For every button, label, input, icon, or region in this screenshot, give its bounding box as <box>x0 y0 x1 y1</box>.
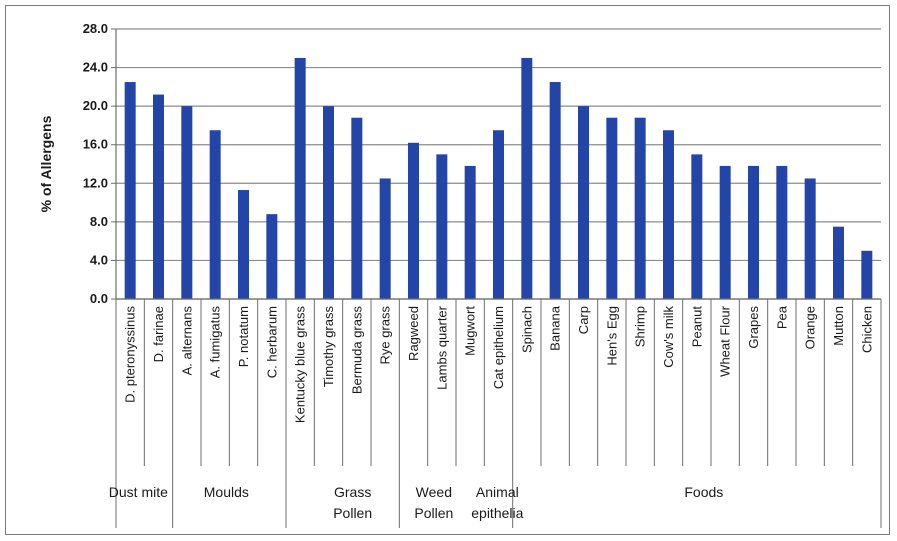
x-category-label: Chicken <box>859 306 874 353</box>
x-category-label: Hen's Egg <box>604 306 619 366</box>
x-category-labels: D. pteronyssinus D. farinae A. alternans A.… <box>123 305 875 423</box>
y-tick-label: 4.0 <box>90 252 108 267</box>
y-tick-label: 0.0 <box>90 291 108 306</box>
bar <box>436 154 448 299</box>
x-category-label: Kentucky blue grass <box>293 306 308 424</box>
x-category-label: Mugwort <box>463 306 478 356</box>
x-category-label: Spinach <box>519 306 534 353</box>
x-category-label: C. herbarum <box>264 306 279 378</box>
y-tick-label: 20.0 <box>83 98 108 113</box>
bar <box>833 226 844 299</box>
bar <box>379 178 391 299</box>
bar <box>663 130 674 299</box>
bar <box>294 57 306 299</box>
x-group-label: Grass <box>334 484 371 500</box>
bar <box>351 117 363 299</box>
x-category-label: Orange <box>803 306 818 349</box>
chart-frame: 0.0 4.0 8.0 12.0 16.0 20.0 24.0 28.0 D. pterony… <box>5 5 890 535</box>
bar <box>776 165 788 299</box>
bar <box>549 82 561 300</box>
x-category-label: Rye grass <box>378 306 393 365</box>
x-category-label: D. pteronyssinus <box>123 306 138 403</box>
bar <box>408 142 419 299</box>
x-category-label: Ragweed <box>406 306 421 361</box>
x-category-label: Wheat Flour <box>718 305 733 376</box>
bar <box>209 130 221 299</box>
y-tick-labels: 0.0 4.0 8.0 12.0 16.0 20.0 24.0 28.0 <box>83 21 108 306</box>
y-tick-label: 12.0 <box>83 175 108 190</box>
x-group-label: Weed <box>416 484 452 500</box>
x-category-label: Grapes <box>746 306 761 349</box>
x-group-label: Foods <box>684 484 723 500</box>
x-category-label: Lambs quarter <box>434 305 449 389</box>
x-category-label: Shrimp <box>633 306 648 347</box>
bar <box>578 106 589 300</box>
x-category-label: A. alternans <box>179 306 194 376</box>
x-category-label: Bermuda grass <box>349 306 364 395</box>
y-tick-label: 28.0 <box>83 21 108 36</box>
x-group-labels: Dust mite Moulds Grass Pollen Weed Pollen Anim… <box>109 484 724 521</box>
bar <box>323 106 334 300</box>
x-category-label: P. notatum <box>236 306 251 367</box>
x-category-label: Cat epithelium <box>491 306 506 389</box>
x-group-label: Dust mite <box>109 484 168 500</box>
x-category-label: Banana <box>548 305 563 351</box>
bar <box>691 154 703 299</box>
axes <box>111 28 882 528</box>
bar <box>153 94 164 299</box>
x-category-label: Mutton <box>831 306 846 346</box>
x-category-label: Peanut <box>689 306 704 348</box>
bar <box>861 250 873 299</box>
x-group-label: Animal <box>476 484 519 500</box>
bars <box>124 57 873 300</box>
bar <box>804 178 816 299</box>
x-group-label: Moulds <box>204 484 249 500</box>
x-group-label: Pollen <box>333 505 372 521</box>
x-category-label: Carp <box>576 306 591 334</box>
y-tick-label: 8.0 <box>90 214 108 229</box>
y-tick-label: 16.0 <box>83 137 108 152</box>
bar <box>124 82 136 300</box>
bar <box>266 214 278 299</box>
x-category-label: D. farinae <box>151 306 166 362</box>
bar <box>493 130 504 299</box>
bar <box>238 190 249 299</box>
bar <box>606 117 618 299</box>
x-category-label: A. fumigatus <box>208 306 223 379</box>
y-tick-label: 24.0 <box>83 60 108 75</box>
bar <box>521 57 533 299</box>
bar <box>181 106 193 300</box>
x-category-label: Timothy grass <box>321 306 336 388</box>
bar-chart: 0.0 4.0 8.0 12.0 16.0 20.0 24.0 28.0 D. pterony… <box>38 21 882 528</box>
bar <box>464 165 476 299</box>
x-group-label: epithelia <box>471 505 523 521</box>
x-category-label: Cow's milk <box>661 306 676 368</box>
x-category-label: Pea <box>774 305 789 329</box>
bar <box>748 165 759 299</box>
bar <box>719 165 731 299</box>
y-axis-label: % of Allergens <box>38 115 54 212</box>
bar <box>634 117 646 299</box>
x-group-label: Pollen <box>414 505 453 521</box>
